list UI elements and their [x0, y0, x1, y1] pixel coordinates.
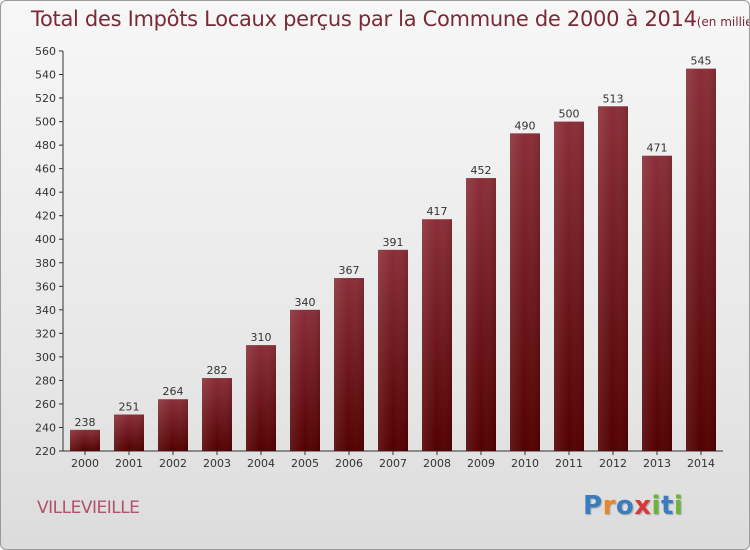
y-tick-label: 260 [35, 398, 56, 411]
bar-shading [70, 429, 100, 451]
chart-title-unit: (en milliers d'€) [696, 15, 749, 29]
bar-value-label: 417 [427, 205, 448, 218]
x-tick-label: 2007 [379, 457, 407, 470]
bar-value-label: 264 [163, 385, 184, 398]
y-tick-label: 400 [35, 233, 56, 246]
x-tick-label: 2010 [511, 457, 539, 470]
x-tick-label: 2005 [291, 457, 319, 470]
logo-letter: t [660, 491, 674, 521]
y-tick-label: 220 [35, 445, 56, 458]
bar-shading [290, 309, 320, 451]
bar-value-label: 340 [295, 296, 316, 309]
logo-letter: i [651, 491, 661, 521]
bar-shading [598, 106, 628, 451]
x-tick-label: 2014 [687, 457, 715, 470]
bar-shading [642, 155, 672, 452]
bar-shading [378, 249, 408, 451]
bar-shading [158, 399, 188, 451]
logo-letter: o [615, 491, 635, 521]
bar-value-label: 282 [207, 364, 228, 377]
bar-shading [554, 121, 584, 452]
y-tick-label: 300 [35, 351, 56, 364]
chart-title-text: Total des Impôts Locaux perçus par la Co… [31, 7, 697, 31]
bar-value-label: 545 [691, 55, 712, 68]
logo-letter: r [602, 491, 616, 521]
y-tick-label: 540 [35, 69, 56, 82]
x-tick-label: 2009 [467, 457, 495, 470]
x-tick-label: 2004 [247, 457, 275, 470]
x-tick-label: 2012 [599, 457, 627, 470]
bar-shading [334, 278, 364, 451]
x-tick-label: 2000 [71, 457, 99, 470]
bar-value-label: 471 [647, 142, 668, 155]
chart-title: Total des Impôts Locaux perçus par la Co… [31, 7, 749, 31]
bar-shading [246, 345, 276, 451]
chart-data-labels: 238 251 264 282 310 340 367 391 417 452 490 500 513 4… [75, 55, 712, 429]
x-tick-label: 2013 [643, 457, 671, 470]
x-tick-label: 2011 [555, 457, 583, 470]
bar-value-label: 513 [603, 92, 624, 105]
logo-letter: x [634, 491, 652, 521]
bar-shading [422, 219, 452, 451]
logo-letter: i [673, 491, 684, 521]
bar-value-label: 367 [339, 264, 360, 277]
y-tick-label: 560 [35, 45, 56, 58]
y-tick-label: 340 [35, 304, 56, 317]
y-tick-label: 440 [35, 186, 56, 199]
bar-value-label: 452 [471, 164, 492, 177]
y-tick-label: 460 [35, 163, 56, 176]
bar-shading [510, 133, 540, 451]
bar-value-label: 238 [75, 416, 96, 429]
y-tick-label: 480 [35, 139, 56, 152]
bar-shading [114, 414, 144, 451]
x-tick-label: 2001 [115, 457, 143, 470]
y-tick-label: 420 [35, 210, 56, 223]
bar-value-label: 490 [515, 119, 536, 132]
bar-value-label: 500 [559, 108, 580, 121]
y-tick-label: 520 [35, 92, 56, 105]
y-tick-label: 240 [35, 421, 56, 434]
bar-shading [686, 68, 716, 451]
bar-shading [202, 378, 232, 451]
x-tick-label: 2006 [335, 457, 363, 470]
logo-letter: P [583, 491, 603, 521]
y-tick-label: 280 [35, 374, 56, 387]
proxiti-logo: Proxiti [583, 491, 683, 521]
bar-shading [466, 178, 496, 451]
y-tick-label: 380 [35, 257, 56, 270]
y-tick-label: 320 [35, 327, 56, 340]
y-tick-label: 360 [35, 280, 56, 293]
x-tick-label: 2008 [423, 457, 451, 470]
bar-value-label: 310 [251, 331, 272, 344]
bar-value-label: 251 [119, 401, 140, 414]
chart-bars [70, 68, 716, 452]
commune-name: VILLEVIEILLE [37, 498, 140, 518]
bar-value-label: 391 [383, 236, 404, 249]
x-tick-label: 2003 [203, 457, 231, 470]
x-tick-label: 2002 [159, 457, 187, 470]
chart-axes: 220 240 260 280 300 320 340 360 380 400 420 440 460 4… [35, 45, 723, 470]
y-tick-label: 500 [35, 116, 56, 129]
